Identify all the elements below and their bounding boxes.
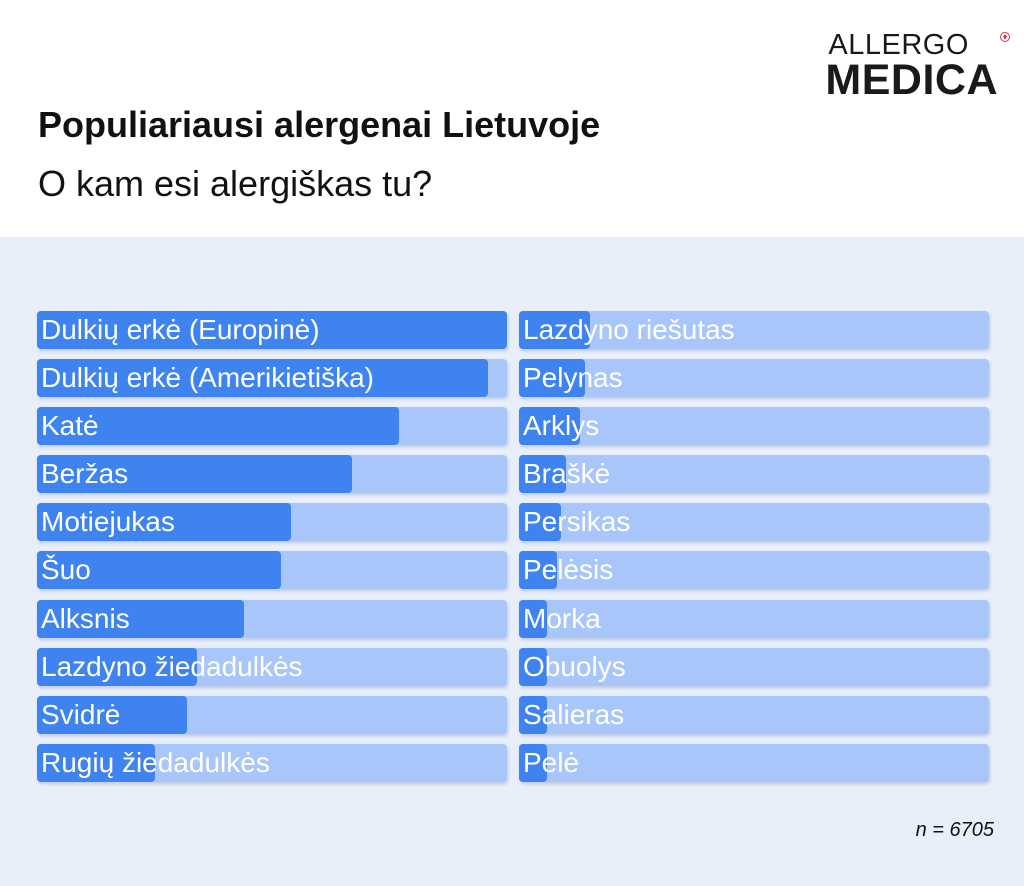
logo-wordmark-top: ALLERGO: [828, 29, 1010, 61]
bar-row: Motiejukas: [37, 503, 507, 542]
chart-subtitle: O kam esi alergiškas tu?: [38, 163, 433, 204]
bar-label: Katė: [41, 410, 99, 442]
bar-row: Lazdyno žiedadulkės: [37, 647, 507, 686]
bar-row: Salieras: [519, 695, 989, 734]
bar-label: Pelėsis: [523, 554, 614, 586]
bar-fill: [519, 359, 585, 398]
bar-fill: [37, 647, 197, 686]
bar-fill: [37, 551, 282, 590]
logo-cross-icon: [1000, 32, 1010, 42]
bar-row: Morka: [519, 599, 989, 638]
bar-column-right: Lazdyno riešutas Pelynas Arklys Braškė Persi…: [519, 311, 989, 792]
bar-row: Pelė: [519, 743, 989, 782]
bar-row: Rugių žiedadulkės: [37, 743, 507, 782]
bar-fill: [519, 503, 562, 542]
bar-row: Svidrė: [37, 695, 507, 734]
bar-row: Katė: [37, 407, 507, 446]
bar-fill: [37, 359, 489, 398]
bar-row: Pelynas: [519, 359, 989, 398]
bar-label: Pelė: [523, 746, 580, 778]
bar-fill: [37, 503, 291, 542]
bar-row: Persikas: [519, 503, 989, 542]
bar-label: Lazdyno žiedadulkės: [41, 650, 303, 682]
bar-label: Pelynas: [523, 362, 623, 394]
bar-fill: [519, 743, 548, 782]
bar-column-left: Dulkių erkė (Europinė) Dulkių erkė (Ameri…: [37, 311, 507, 792]
bar-label: Braškė: [523, 458, 611, 490]
bar-row: Beržas: [37, 455, 507, 494]
chart-panel: Dulkių erkė (Europinė) Dulkių erkė (Ameri…: [0, 237, 1024, 886]
bar-row: Braškė: [519, 455, 989, 494]
bar-label: Lazdyno riešutas: [523, 314, 735, 345]
bar-row: Dulkių erkė (Amerikietiška): [37, 359, 507, 398]
bar-label: Svidrė: [41, 698, 121, 730]
logo-line-1: ALLERGO: [828, 29, 969, 61]
logo-line-2: MEDICA: [825, 56, 998, 104]
bar-fill: [37, 695, 188, 734]
bar-fill: [37, 311, 507, 349]
bar-row: Šuo: [37, 551, 507, 590]
bar-fill: [519, 647, 548, 686]
bar-fill: [519, 695, 548, 734]
bar-label: Motiejukas: [41, 506, 175, 538]
bar-fill: [519, 311, 590, 349]
bar-row: Obuolys: [519, 647, 989, 686]
bar-label: Šuo: [41, 554, 91, 586]
bar-label: Beržas: [41, 458, 129, 490]
chart-title: Populiariausi alergenai Lietuvoje: [38, 104, 601, 145]
bar-label: Dulkių erkė (Europinė): [41, 314, 320, 345]
bar-fill: [37, 743, 155, 782]
bar-fill: [519, 407, 581, 446]
bar-fill: [37, 455, 352, 494]
bar-row: Alksnis: [37, 599, 507, 638]
brand-logo: ALLERGO MEDICA: [825, 29, 1010, 104]
bar-row: Dulkių erkė (Europinė): [37, 311, 507, 349]
bar-fill: [37, 599, 244, 638]
bar-fill: [519, 599, 548, 638]
sample-size-note: n = 6705: [915, 819, 994, 841]
bar-label: Persikas: [523, 506, 631, 538]
bar-label: Arklys: [523, 410, 600, 442]
bar-row: Pelėsis: [519, 551, 989, 590]
bar-label: Dulkių erkė (Amerikietiška): [41, 362, 374, 394]
bar-fill: [519, 455, 566, 494]
bar-label: Obuolys: [523, 650, 626, 682]
bar-label: Rugių žiedadulkės: [41, 746, 270, 778]
bar-fill: [37, 407, 399, 446]
bar-fill: [519, 551, 557, 590]
bar-label: Morka: [523, 602, 601, 634]
bar-row: Lazdyno riešutas: [519, 311, 989, 349]
bar-row: Arklys: [519, 407, 989, 446]
bar-label: Alksnis: [41, 602, 130, 634]
bar-label: Salieras: [523, 698, 625, 730]
